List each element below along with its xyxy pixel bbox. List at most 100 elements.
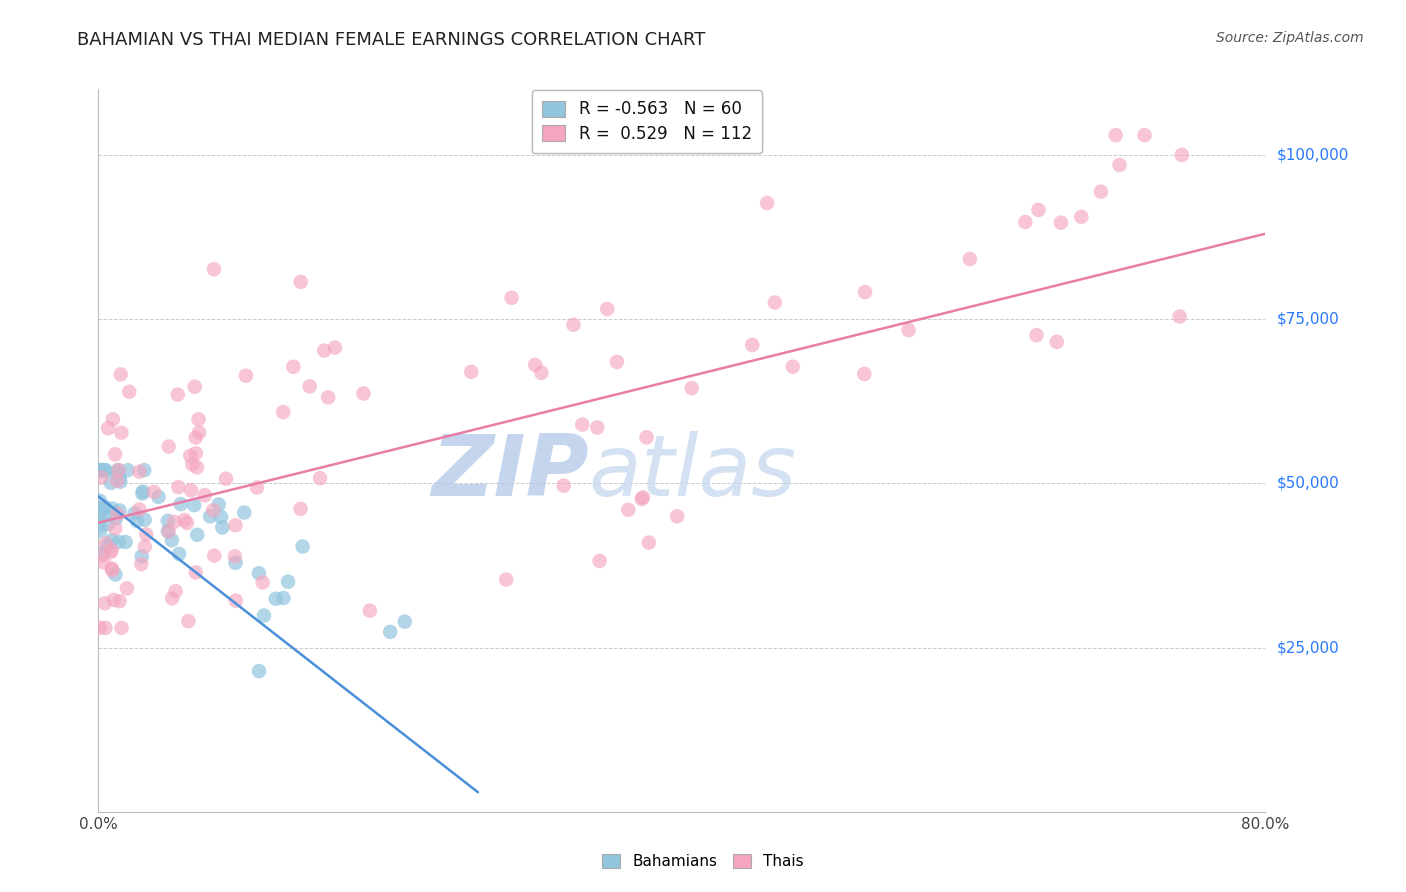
Point (460, 365, 482, 379)
Point (90, 463, 112, 477)
Point (1133, 128, 1156, 143)
Point (264, 591, 287, 606)
Point (91, 546, 114, 560)
Point (107, 463, 129, 477)
Point (131, 549, 153, 564)
Point (290, 275, 312, 289)
Point (530, 366, 553, 380)
Point (167, 547, 190, 561)
Point (173, 513, 195, 527)
Point (170, 497, 193, 511)
Point (108, 470, 131, 484)
Point (165, 584, 187, 599)
Point (246, 481, 269, 495)
Point (93, 555, 115, 569)
Point (104, 521, 127, 535)
Point (179, 449, 201, 463)
Point (617, 503, 640, 517)
Point (586, 420, 609, 434)
Point (148, 490, 170, 504)
Point (1028, 202, 1050, 217)
Point (90, 507, 112, 521)
Point (211, 520, 233, 534)
Point (681, 381, 703, 395)
Point (1014, 215, 1036, 229)
Point (1104, 128, 1126, 143)
Point (117, 463, 139, 477)
Point (198, 509, 221, 524)
Point (202, 503, 225, 517)
Point (1046, 334, 1069, 349)
Point (208, 498, 231, 512)
Point (180, 483, 202, 498)
Legend: R = -0.563   N = 60, R =  0.529   N = 112: R = -0.563 N = 60, R = 0.529 N = 112 (531, 90, 762, 153)
Point (202, 262, 225, 277)
Point (90, 470, 112, 484)
Point (93, 508, 115, 523)
Point (89, 524, 111, 538)
Point (252, 575, 274, 590)
Text: $25,000: $25,000 (1277, 640, 1340, 655)
Point (176, 516, 198, 530)
Point (596, 301, 619, 316)
Legend: Bahamians, Thais: Bahamians, Thais (596, 848, 810, 875)
Point (163, 515, 186, 529)
Point (571, 417, 593, 432)
Point (104, 447, 127, 461)
Point (101, 501, 124, 516)
Point (134, 463, 156, 477)
Point (134, 513, 156, 527)
Point (115, 582, 138, 596)
Point (359, 604, 381, 618)
Point (741, 338, 763, 352)
Point (105, 511, 128, 525)
Point (298, 379, 321, 393)
Point (100, 545, 122, 559)
Text: $75,000: $75,000 (1277, 311, 1340, 326)
Point (184, 566, 207, 580)
Point (100, 475, 122, 490)
Point (101, 412, 124, 426)
Point (184, 431, 207, 445)
Point (606, 355, 628, 369)
Point (1108, 158, 1130, 172)
Point (101, 563, 124, 577)
Point (1050, 216, 1073, 230)
Point (290, 501, 312, 516)
Point (157, 440, 180, 454)
Point (160, 533, 183, 548)
Point (105, 474, 128, 488)
Point (94, 463, 117, 477)
Point (209, 509, 232, 524)
Point (215, 472, 238, 486)
Point (353, 386, 375, 401)
Point (135, 527, 157, 541)
Point (110, 425, 132, 440)
Point (277, 574, 299, 589)
Text: atlas: atlas (589, 431, 797, 514)
Point (782, 359, 804, 374)
Point (1171, 148, 1194, 162)
Point (225, 556, 247, 570)
Point (97, 421, 120, 435)
Point (183, 498, 205, 512)
Point (253, 608, 276, 623)
Point (90, 463, 112, 477)
Point (100, 533, 122, 548)
Point (271, 405, 294, 419)
Point (134, 540, 156, 554)
Point (233, 506, 256, 520)
Point (101, 561, 124, 575)
Point (1090, 185, 1112, 199)
Point (756, 196, 779, 211)
Point (103, 593, 125, 607)
Point (89, 493, 111, 508)
Point (186, 460, 208, 475)
Text: Source: ZipAtlas.com: Source: ZipAtlas.com (1216, 31, 1364, 45)
Point (763, 295, 786, 310)
Point (143, 484, 166, 499)
Point (323, 341, 346, 355)
Point (184, 380, 207, 394)
Point (94, 463, 117, 477)
Point (553, 478, 575, 492)
